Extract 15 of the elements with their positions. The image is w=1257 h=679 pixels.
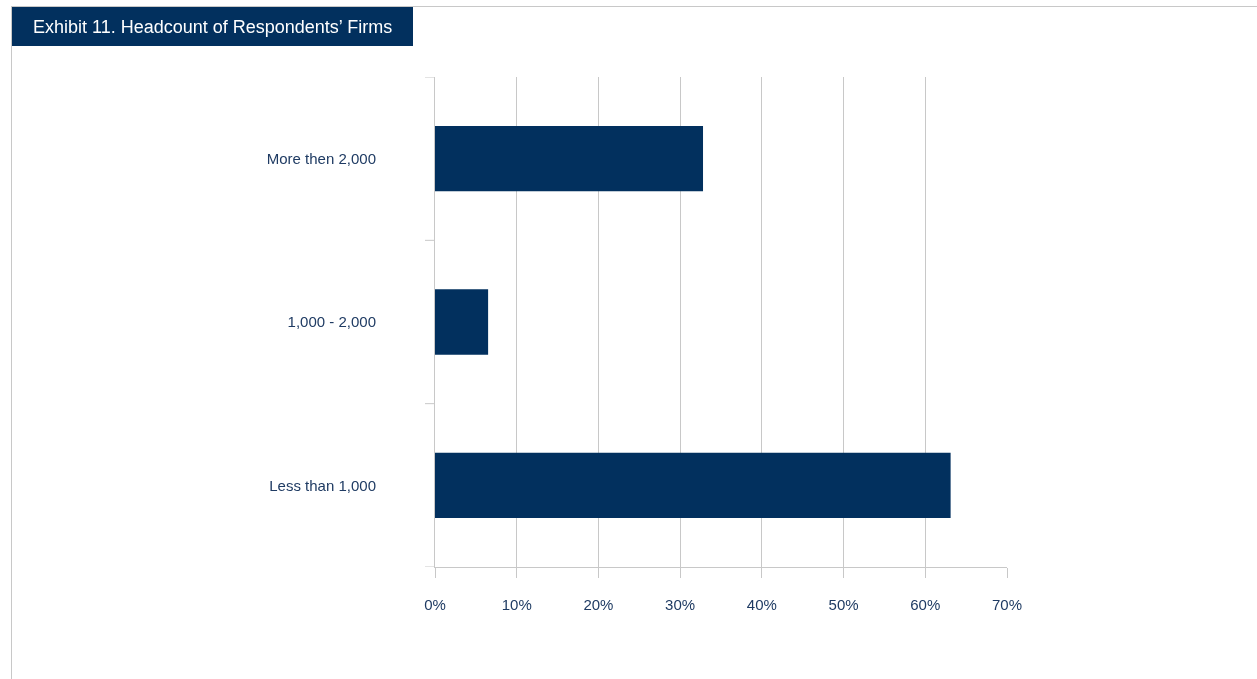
bar xyxy=(435,452,951,518)
bar xyxy=(435,289,489,355)
x-tick-label: 40% xyxy=(746,596,777,613)
x-tick-label: 50% xyxy=(828,596,859,613)
x-tick-label: 70% xyxy=(991,596,1023,613)
bar xyxy=(435,126,704,192)
y-tick-label: More then 2,000 xyxy=(266,149,376,167)
x-tick-label: 10% xyxy=(501,596,532,613)
y-tick-label: 1,000 - 2,000 xyxy=(287,313,376,331)
text: Exhibit 11. Headcount of Respondents’ Firms xyxy=(12,7,414,46)
x-tick-label: 30% xyxy=(665,596,696,613)
x-tick-label: 0% xyxy=(424,596,446,613)
y-tick-label: Less than 1,000 xyxy=(269,476,376,494)
x-tick-label: 60% xyxy=(910,596,941,613)
x-tick-label: 20% xyxy=(583,596,614,613)
